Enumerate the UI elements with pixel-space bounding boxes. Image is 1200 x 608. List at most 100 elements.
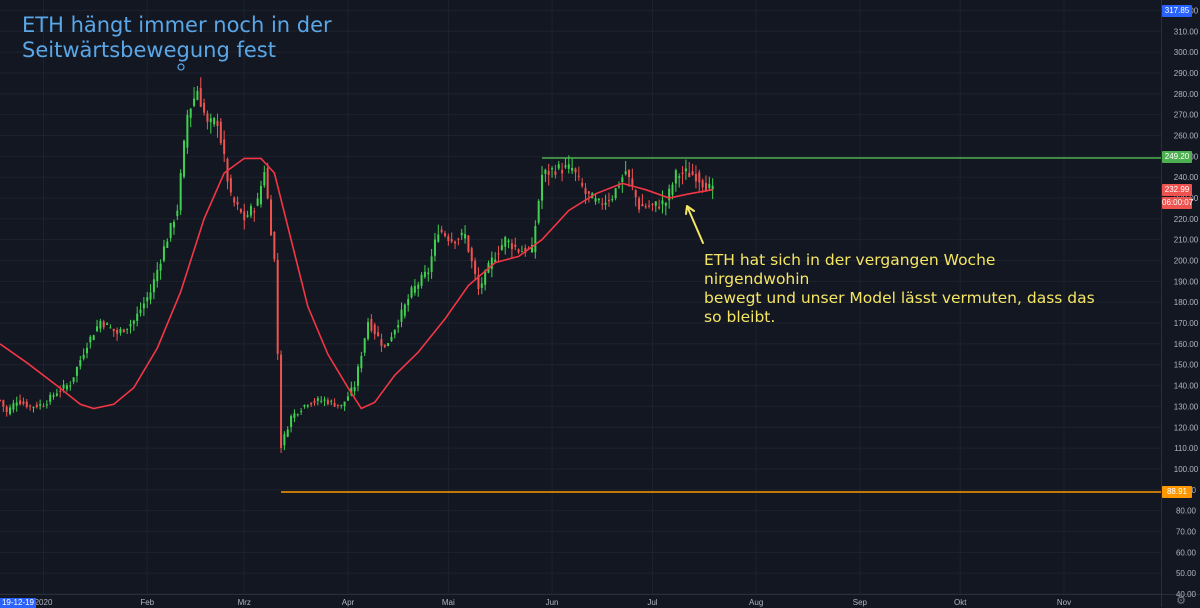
- candle: [2, 399, 5, 413]
- candle: [681, 166, 684, 185]
- candle: [457, 237, 460, 246]
- candle: [283, 431, 286, 451]
- y-tick-label: 190.00: [1174, 277, 1199, 286]
- candle: [443, 230, 446, 238]
- candle: [122, 328, 125, 333]
- candle: [547, 163, 550, 186]
- candle: [561, 162, 564, 182]
- candle: [644, 203, 647, 209]
- candle: [638, 196, 641, 214]
- candle: [661, 190, 664, 214]
- candle: [79, 355, 82, 370]
- candle: [494, 252, 497, 264]
- candle: [45, 400, 48, 409]
- candle: [587, 190, 590, 203]
- candle: [664, 201, 667, 216]
- y-tick-label: 180.00: [1174, 298, 1199, 307]
- y-tick-label: 220.00: [1174, 215, 1199, 224]
- candle: [333, 398, 336, 408]
- y-tick-label: 310.00: [1174, 27, 1199, 36]
- y-tick-label: 270.00: [1174, 111, 1199, 120]
- candle: [273, 231, 276, 263]
- candle: [29, 404, 32, 411]
- candle: [423, 265, 426, 279]
- candle: [467, 234, 470, 253]
- candle: [243, 203, 246, 230]
- candle: [367, 317, 370, 341]
- candle: [293, 409, 296, 423]
- y-tick-label: 170.00: [1174, 319, 1199, 328]
- gear-icon[interactable]: ⚙: [1176, 595, 1186, 607]
- candle: [0, 399, 2, 402]
- candle: [116, 327, 119, 341]
- candle: [530, 237, 533, 253]
- x-tick-label: Jul: [647, 598, 657, 607]
- candle: [270, 194, 273, 236]
- candle: [711, 178, 714, 200]
- candle: [209, 113, 212, 134]
- candle: [159, 259, 162, 280]
- candle: [628, 169, 631, 187]
- candle: [9, 404, 12, 416]
- x-tick-label: Jun: [546, 598, 559, 607]
- candle: [557, 160, 560, 171]
- candle: [691, 163, 694, 176]
- x-axis[interactable]: 2020 Feb Mrz Apr Mai Jun Jul Aug Sep Okt Nov: [0, 594, 1200, 608]
- y-tick-label: 290.00: [1174, 69, 1199, 78]
- candle: [263, 165, 266, 188]
- chart-title: ETH hängt immer noch in der Seitwärtsbew…: [22, 13, 362, 63]
- candle: [480, 277, 483, 295]
- candle: [413, 279, 416, 296]
- candle: [581, 177, 584, 188]
- y-tick-label: 60.00: [1176, 548, 1197, 557]
- candle: [206, 110, 209, 130]
- candle: [96, 319, 99, 333]
- candle: [507, 238, 510, 249]
- candle: [106, 322, 109, 326]
- candle: [454, 240, 457, 250]
- candle: [330, 399, 333, 406]
- candle: [484, 269, 487, 291]
- candle: [420, 272, 423, 289]
- candle: [172, 219, 175, 235]
- y-tick-label: 110.00: [1174, 444, 1198, 453]
- candle: [139, 302, 142, 317]
- candle: [166, 238, 169, 249]
- candle: [290, 414, 293, 433]
- candle: [236, 196, 239, 211]
- annotation-text: ETH hat sich in der vergangen Woche nirg…: [704, 251, 1104, 327]
- candle: [306, 404, 309, 409]
- y-tick-label: 140.00: [1174, 382, 1199, 391]
- candle: [400, 302, 403, 328]
- candle: [577, 166, 580, 181]
- candle: [213, 117, 216, 127]
- candle: [564, 157, 567, 169]
- candle: [259, 180, 262, 208]
- candle: [504, 235, 507, 255]
- candle: [601, 197, 604, 210]
- candle: [450, 232, 453, 244]
- candle: [162, 239, 165, 263]
- candle: [39, 399, 42, 410]
- candle: [22, 397, 25, 406]
- candle: [694, 165, 697, 189]
- y-tick-label: 80.00: [1176, 507, 1197, 516]
- candle: [12, 399, 15, 413]
- candle: [102, 319, 105, 330]
- y-tick-label: 160.00: [1174, 340, 1199, 349]
- candle: [176, 204, 179, 221]
- candle: [704, 175, 707, 192]
- candle: [517, 248, 520, 255]
- y-tick-label: 300.00: [1174, 48, 1199, 57]
- y-axis[interactable]: 40.0050.0060.0070.0080.0090.00100.00110.…: [1161, 0, 1199, 607]
- x-tick-label: Sep: [853, 598, 868, 607]
- x-tick-label: Apr: [342, 598, 355, 607]
- candle: [152, 272, 155, 300]
- chart-title-line-2: Seitwärtsbewegung fest: [22, 38, 276, 62]
- candle: [594, 193, 597, 205]
- candle: [203, 98, 206, 116]
- candle: [430, 248, 433, 279]
- candle: [370, 314, 373, 333]
